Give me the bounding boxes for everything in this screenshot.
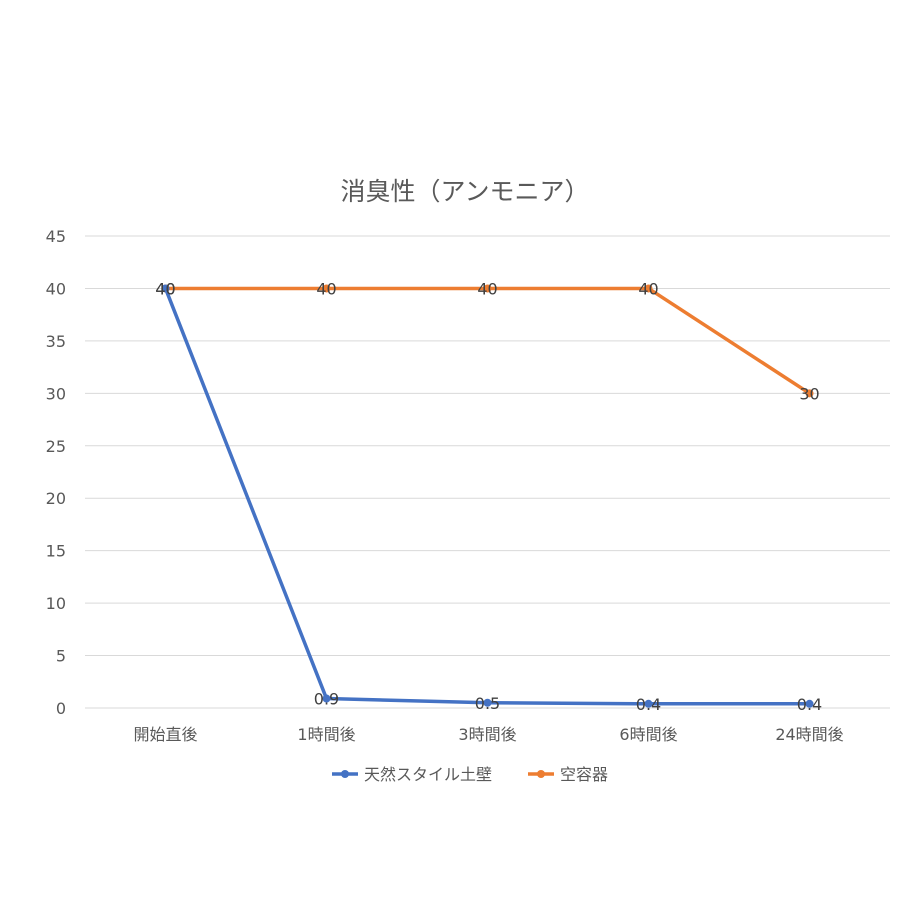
data-label: 40 [155, 279, 175, 298]
data-point [805, 389, 814, 398]
data-point [322, 694, 331, 703]
y-tick-label: 25 [46, 437, 66, 456]
data-point [161, 284, 170, 293]
data-point [483, 284, 492, 293]
x-tick-label: 3時間後 [458, 725, 516, 744]
data-label: 0.4 [636, 695, 661, 714]
data-label: 0.5 [475, 694, 500, 713]
data-label: 0.9 [314, 690, 339, 709]
data-label: 40 [638, 279, 658, 298]
x-axis-tick-labels: 開始直後 1時間後 3時間後 6時間後 24時間後 [133, 725, 843, 744]
y-tick-label: 35 [46, 332, 66, 351]
data-label: 40 [155, 279, 175, 298]
x-tick-label: 24時間後 [775, 725, 843, 744]
y-axis-tick-labels: 0 5 10 15 20 25 30 35 40 45 [46, 227, 66, 718]
y-tick-label: 10 [46, 594, 66, 613]
legend-swatch-marker [537, 770, 545, 778]
y-tick-label: 20 [46, 489, 66, 508]
data-point [322, 284, 331, 293]
legend: 天然スタイル土壁 空容器 [332, 765, 608, 784]
data-label: 40 [316, 279, 336, 298]
x-tick-label: 1時間後 [297, 725, 355, 744]
y-tick-label: 30 [46, 384, 66, 403]
data-point [644, 284, 653, 293]
data-point [644, 699, 653, 708]
y-tick-label: 40 [46, 279, 66, 298]
legend-label: 天然スタイル土壁 [364, 765, 492, 784]
data-point [483, 698, 492, 707]
y-tick-label: 45 [46, 227, 66, 246]
legend-swatch-marker [341, 770, 349, 778]
y-tick-label: 0 [56, 699, 66, 718]
chart-title: 消臭性（アンモニア） [340, 177, 589, 206]
data-label: 40 [477, 279, 497, 298]
y-tick-label: 15 [46, 542, 66, 561]
gridlines [85, 235, 890, 709]
data-label: 30 [799, 384, 819, 403]
x-tick-label: 6時間後 [619, 725, 677, 744]
data-label: 0.4 [797, 695, 822, 714]
y-tick-label: 5 [56, 647, 66, 666]
x-tick-label: 開始直後 [133, 725, 197, 744]
series-lines [161, 284, 814, 708]
series-line [163, 286, 812, 706]
data-point [805, 699, 814, 708]
legend-label: 空容器 [560, 765, 608, 784]
